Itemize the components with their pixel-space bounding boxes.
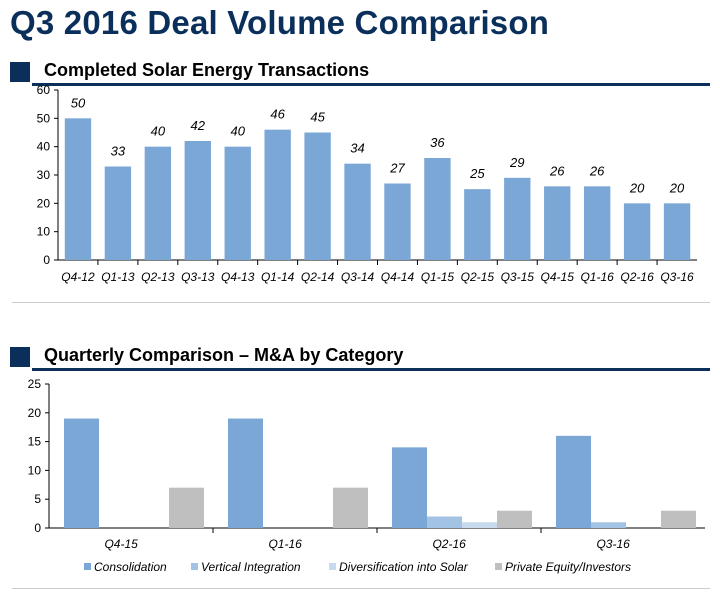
x-tick-label: Q2-15 — [461, 270, 495, 284]
bar — [384, 183, 411, 260]
x-tick-label: Q3-14 — [341, 270, 375, 284]
data-label: 20 — [629, 180, 645, 195]
y-tick-label: 20 — [37, 196, 51, 210]
bar — [661, 510, 696, 528]
data-label: 34 — [350, 141, 364, 156]
legend-swatch — [191, 563, 198, 570]
data-label: 20 — [669, 180, 685, 195]
y-tick-label: 40 — [37, 140, 51, 154]
y-tick-label: 10 — [28, 463, 42, 477]
bar — [623, 203, 651, 260]
section-marker — [10, 347, 30, 367]
bar — [304, 132, 331, 260]
legend-label: Vertical Integration — [201, 560, 301, 574]
data-label: 29 — [509, 155, 524, 170]
section-rule — [32, 83, 710, 86]
x-tick-label: Q1-15 — [421, 270, 455, 284]
bar — [392, 447, 427, 528]
bar — [591, 522, 626, 528]
data-label: 36 — [430, 135, 445, 150]
bar — [464, 189, 491, 260]
y-tick-label: 5 — [34, 492, 41, 506]
bar — [64, 118, 92, 260]
data-label: 25 — [469, 166, 485, 181]
data-label: 26 — [549, 163, 565, 178]
separator — [12, 302, 710, 303]
x-tick-label: Q4-12 — [61, 270, 95, 284]
bar — [144, 146, 172, 260]
y-tick-label: 60 — [37, 83, 51, 97]
x-tick-label: Q3-13 — [181, 270, 215, 284]
bar — [104, 166, 132, 260]
y-tick-label: 25 — [28, 377, 42, 391]
bar — [224, 146, 251, 260]
data-label: 26 — [589, 163, 605, 178]
y-tick-label: 20 — [28, 406, 42, 420]
y-tick-label: 0 — [34, 521, 41, 535]
bar — [64, 418, 99, 528]
bar — [504, 177, 531, 260]
section-title: Completed Solar Energy Transactions — [44, 60, 370, 80]
section-title: Quarterly Comparison – M&A by Category — [44, 345, 404, 365]
bar — [169, 487, 204, 528]
x-tick-label: Q4-13 — [221, 270, 255, 284]
x-tick-label: Q1-16 — [580, 270, 614, 284]
bar — [424, 158, 451, 260]
x-tick-label: Q1-13 — [101, 270, 135, 284]
y-tick-label: 50 — [37, 111, 51, 125]
separator — [12, 588, 710, 589]
data-label: 33 — [111, 144, 126, 159]
section-rule — [32, 368, 710, 371]
x-tick-label: Q1-14 — [261, 270, 295, 284]
section-header-category: Quarterly Comparison – M&A by Category — [10, 345, 710, 371]
bar — [663, 203, 691, 260]
y-tick-label: 15 — [28, 435, 42, 449]
y-tick-label: 10 — [37, 225, 51, 239]
data-label: 45 — [310, 110, 325, 125]
x-tick-label: Q3-16 — [596, 537, 630, 551]
bar — [556, 435, 591, 528]
x-tick-label: Q4-14 — [381, 270, 415, 284]
x-tick-label: Q4-15 — [104, 537, 138, 551]
section-header-transactions: Completed Solar Energy Transactions — [10, 60, 710, 86]
bar — [544, 186, 571, 260]
bar — [264, 129, 291, 260]
bar — [228, 418, 263, 528]
legend-swatch — [329, 563, 336, 570]
data-label: 42 — [191, 118, 206, 133]
bar — [427, 516, 462, 528]
x-tick-label: Q2-13 — [141, 270, 175, 284]
legend-label: Consolidation — [94, 560, 167, 574]
bar — [497, 510, 532, 528]
x-tick-label: Q2-16 — [432, 537, 466, 551]
data-label: 40 — [151, 124, 166, 139]
data-label: 40 — [230, 124, 245, 139]
bar — [333, 487, 368, 528]
bar — [583, 186, 611, 260]
x-tick-label: Q3-15 — [501, 270, 535, 284]
legend-swatch — [495, 563, 502, 570]
data-label: 27 — [389, 161, 405, 176]
bar — [344, 163, 371, 260]
y-tick-label: 0 — [43, 253, 50, 267]
page-title: Q3 2016 Deal Volume Comparison — [10, 4, 550, 41]
x-tick-label: Q1-16 — [268, 537, 302, 551]
x-tick-label: Q2-16 — [620, 270, 654, 284]
x-tick-label: Q4-15 — [541, 270, 575, 284]
data-label: 50 — [71, 95, 86, 110]
bar — [184, 141, 211, 260]
legend-label: Diversification into Solar — [339, 560, 469, 574]
section-marker — [10, 62, 30, 82]
data-label: 46 — [270, 107, 285, 122]
x-tick-label: Q3-16 — [660, 270, 694, 284]
y-tick-label: 30 — [37, 168, 51, 182]
x-tick-label: Q2-14 — [301, 270, 335, 284]
bar — [462, 522, 497, 528]
legend-label: Private Equity/Investors — [505, 560, 631, 574]
legend-swatch — [84, 563, 91, 570]
